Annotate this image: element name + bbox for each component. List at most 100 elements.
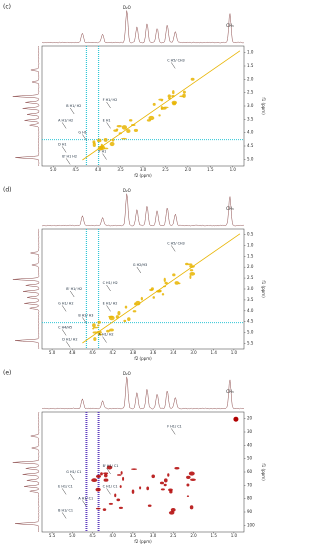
- annotation-arrow: [61, 305, 67, 312]
- cross-peak: [233, 416, 239, 422]
- cross-peak: [92, 140, 96, 144]
- cross-peak: [116, 498, 121, 502]
- cross-peak: [190, 77, 195, 81]
- cross-peak: [95, 487, 101, 492]
- y-tick-label: 50: [247, 456, 253, 461]
- cross-peak: [189, 272, 196, 276]
- cross-peak: [118, 506, 123, 509]
- y-tick-label: 0.5: [247, 231, 254, 236]
- cross-peak: [157, 289, 162, 293]
- y-tick-label: 5.0: [247, 330, 254, 335]
- peak-annotation: E H1/ H2: [103, 301, 118, 305]
- annotation-arrow: [106, 305, 111, 312]
- annotation-arrow: [82, 317, 87, 324]
- panel-label: (e): [3, 370, 11, 377]
- x-tick-label: 5.0: [49, 350, 56, 355]
- x-tick-label: 4.0: [95, 167, 102, 172]
- cross-peak: [168, 488, 173, 492]
- annotation-arrow: [106, 101, 111, 109]
- cross-peak: [128, 119, 133, 122]
- peak-annotation: B H1/ H2: [66, 104, 81, 108]
- y-tick-label: 4.0: [247, 308, 254, 313]
- cross-peak: [148, 115, 155, 121]
- y-tick-label: 2.0: [247, 264, 254, 269]
- annotation-arrow: [61, 488, 67, 495]
- cross-peak: [131, 123, 136, 127]
- y-tick-label: 4.5: [247, 143, 254, 148]
- peak-annotation: F H1/ H2: [103, 98, 118, 102]
- cross-peak: [117, 311, 121, 316]
- x-tick-label: 3.8: [130, 350, 137, 355]
- x-tick-label: 3.4: [170, 350, 177, 355]
- x-tick-label: 3.0: [190, 350, 197, 355]
- cross-peak: [140, 296, 143, 301]
- x-axis-label: f2 (ppm): [134, 173, 152, 178]
- peak-label: CH₃: [226, 389, 234, 394]
- cross-peak: [163, 277, 166, 282]
- peak-annotation: E H1/ C1: [58, 484, 73, 488]
- top-spectrum: [42, 10, 245, 44]
- cross-peak: [121, 125, 128, 130]
- x-tick-label: 3.5: [117, 167, 124, 172]
- cross-peak: [161, 292, 165, 296]
- cross-peak: [182, 93, 186, 98]
- cross-peak: [115, 128, 119, 131]
- peak-annotation: A H1/ H2: [99, 333, 114, 337]
- figure: (c) D₂O CH₃ 5.0 4.5 4.0 3.5 3.0 2.5 2.0 1.5 1.0 1.0 1…: [3, 4, 266, 545]
- y-tick-label: 2.0: [247, 76, 254, 81]
- cross-peak: [133, 128, 139, 133]
- x-tick-label: 4.0: [110, 533, 117, 538]
- cross-peak: [131, 489, 135, 494]
- x-tick-label: 1.4: [211, 350, 218, 355]
- peak-annotation: B H2/ H3: [78, 313, 93, 317]
- diagonal: [82, 50, 241, 161]
- cross-peak: [92, 331, 98, 334]
- peak-annotation: D H1/ H2: [62, 337, 77, 341]
- y-tick-label: 3.0: [247, 286, 254, 291]
- annotation-arrow: [102, 336, 107, 343]
- cross-peak: [92, 327, 95, 330]
- peak-annotation: A H1/ C1: [78, 496, 93, 500]
- cross-peak: [158, 114, 161, 117]
- y-axis-label: f1 (ppm): [261, 463, 266, 481]
- x-tick-label: 2.5: [162, 167, 169, 172]
- left-spectrum: [12, 45, 40, 167]
- x-tick-label: 3.6: [150, 350, 157, 355]
- annotation-arrow: [61, 329, 67, 336]
- cross-peak: [152, 102, 156, 106]
- cross-peak: [171, 94, 175, 98]
- x-tick-label: 1.0: [231, 350, 238, 355]
- cross-peak: [126, 129, 131, 133]
- peak-annotation: D H1: [58, 142, 66, 146]
- x-tick-label: 2.0: [185, 167, 192, 172]
- x-axis-label: f2 (ppm): [134, 539, 152, 544]
- cross-peak: [172, 102, 177, 106]
- cross-peak: [186, 495, 190, 498]
- cross-peak: [186, 483, 190, 487]
- cross-peak: [120, 471, 123, 475]
- x-tick-label: 3.0: [140, 167, 147, 172]
- cross-peak: [122, 476, 125, 481]
- cross-peak: [92, 323, 96, 328]
- cross-peak: [123, 319, 127, 323]
- peak-annotation: C H5/ CH3: [167, 58, 184, 62]
- y-tick-label: 3.5: [247, 297, 254, 302]
- cross-peak: [127, 317, 131, 321]
- peak-label: D₂O: [123, 371, 131, 376]
- peak-annotation: G H1/ H2: [58, 301, 73, 305]
- cross-peak: [167, 94, 171, 99]
- y-tick-label: 1.0: [247, 50, 254, 55]
- peak-label: D₂O: [123, 188, 131, 193]
- cross-peak: [189, 274, 192, 280]
- annotation-arrow: [61, 512, 67, 519]
- cross-peak: [189, 265, 195, 268]
- annotation-arrow: [82, 134, 87, 141]
- x-tick-label: 5.0: [50, 167, 57, 172]
- y-tick-label: 1.0: [247, 242, 254, 247]
- annotation-arrow: [171, 62, 176, 69]
- cross-peak: [188, 471, 195, 476]
- cross-peak: [131, 468, 138, 470]
- annotation-arrow: [171, 428, 176, 435]
- cross-peak: [99, 145, 106, 151]
- x-axis-label: f2 (ppm): [134, 356, 152, 361]
